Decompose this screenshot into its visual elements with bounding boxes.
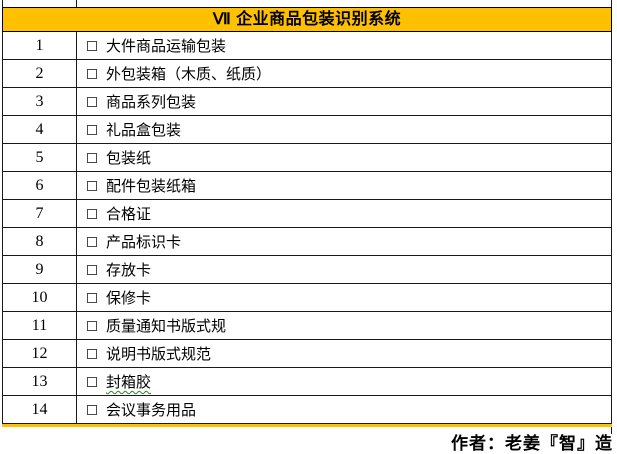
checkbox-unchecked-icon[interactable] — [87, 292, 97, 303]
row-item-cell: 会议事务用品 — [77, 396, 611, 423]
row-item-cell: 保修卡 — [77, 284, 611, 311]
row-number: 5 — [3, 144, 77, 171]
row-number: 9 — [3, 256, 77, 283]
checkbox-unchecked-icon[interactable] — [87, 96, 97, 107]
item-label: 大件商品运输包装 — [106, 38, 227, 55]
table-row: 14 会议事务用品 — [2, 396, 612, 424]
row-number: 7 — [3, 200, 77, 227]
item-label: 配件包装纸箱 — [106, 178, 197, 195]
row-item-cell: 配件包装纸箱 — [77, 172, 611, 199]
row-number: 10 — [3, 284, 77, 311]
row-number: 14 — [3, 396, 77, 423]
row-item-cell: 大件商品运输包装 — [77, 32, 611, 59]
checkbox-unchecked-icon[interactable] — [87, 264, 97, 275]
table-row: 7 合格证 — [2, 200, 612, 228]
checkbox-unchecked-icon[interactable] — [87, 68, 97, 79]
row-number: 8 — [3, 228, 77, 255]
item-label: 商品系列包装 — [106, 94, 197, 111]
item-label: 质量通知书版式规 — [106, 318, 227, 335]
checkbox-unchecked-icon[interactable] — [87, 152, 97, 163]
packaging-checklist-table: Ⅶ 企业商品包装识别系统 1 大件商品运输包装 2 外包装箱（木质、纸质） 3 … — [2, 0, 612, 434]
table-row: 9 存放卡 — [2, 256, 612, 284]
row-item-cell: 合格证 — [77, 200, 611, 227]
item-label: 外包装箱（木质、纸质） — [106, 66, 272, 83]
row-item-cell: 封箱胶 — [77, 368, 611, 395]
item-label: 说明书版式规范 — [106, 346, 212, 363]
table-row: 11 质量通知书版式规 — [2, 312, 612, 340]
table-row: 12 说明书版式规范 — [2, 340, 612, 368]
table-row: 13 封箱胶 — [2, 368, 612, 396]
item-label: 封箱胶 — [106, 374, 152, 391]
item-label: 包装纸 — [106, 150, 152, 167]
checkbox-unchecked-icon[interactable] — [87, 124, 97, 135]
column-divider — [76, 0, 77, 7]
checkbox-unchecked-icon[interactable] — [87, 348, 97, 359]
row-number: 6 — [3, 172, 77, 199]
checkbox-unchecked-icon[interactable] — [87, 320, 97, 331]
row-item-cell: 包装纸 — [77, 144, 611, 171]
row-item-cell: 礼品盒包装 — [77, 116, 611, 143]
right-border-stub — [611, 427, 612, 434]
item-label: 保修卡 — [106, 290, 152, 307]
row-number: 11 — [3, 312, 77, 339]
author-credit: 作者：老姜『智』造 — [451, 434, 613, 453]
table-body: 1 大件商品运输包装 2 外包装箱（木质、纸质） 3 商品系列包装 4 礼品盒包… — [2, 32, 612, 424]
row-item-cell: 产品标识卡 — [77, 228, 611, 255]
table-row: 6 配件包装纸箱 — [2, 172, 612, 200]
row-item-cell: 存放卡 — [77, 256, 611, 283]
row-item-cell: 外包装箱（木质、纸质） — [77, 60, 611, 87]
item-label: 礼品盒包装 — [106, 122, 182, 139]
item-label: 会议事务用品 — [106, 402, 197, 419]
row-number: 2 — [3, 60, 77, 87]
table-row: 3 商品系列包装 — [2, 88, 612, 116]
checkbox-unchecked-icon[interactable] — [87, 376, 97, 387]
checkbox-unchecked-icon[interactable] — [87, 208, 97, 219]
bottom-gold-rule — [2, 424, 612, 427]
row-number: 12 — [3, 340, 77, 367]
table-header: Ⅶ 企业商品包装识别系统 — [2, 7, 612, 32]
item-label: 存放卡 — [106, 262, 152, 279]
table-row: 10 保修卡 — [2, 284, 612, 312]
table-row: 1 大件商品运输包装 — [2, 32, 612, 60]
checkbox-unchecked-icon[interactable] — [87, 236, 97, 247]
row-item-cell: 说明书版式规范 — [77, 340, 611, 367]
item-label: 合格证 — [106, 206, 152, 223]
previous-row-sliver — [2, 0, 612, 7]
checkbox-unchecked-icon[interactable] — [87, 40, 97, 51]
table-row: 8 产品标识卡 — [2, 228, 612, 256]
checkbox-unchecked-icon[interactable] — [87, 404, 97, 415]
row-item-cell: 质量通知书版式规 — [77, 312, 611, 339]
row-number: 3 — [3, 88, 77, 115]
row-item-cell: 商品系列包装 — [77, 88, 611, 115]
item-label: 产品标识卡 — [106, 234, 182, 251]
table-row: 5 包装纸 — [2, 144, 612, 172]
row-number: 4 — [3, 116, 77, 143]
row-number: 1 — [3, 32, 77, 59]
table-row: 4 礼品盒包装 — [2, 116, 612, 144]
checkbox-unchecked-icon[interactable] — [87, 180, 97, 191]
table-row: 2 外包装箱（木质、纸质） — [2, 60, 612, 88]
row-number: 13 — [3, 368, 77, 395]
